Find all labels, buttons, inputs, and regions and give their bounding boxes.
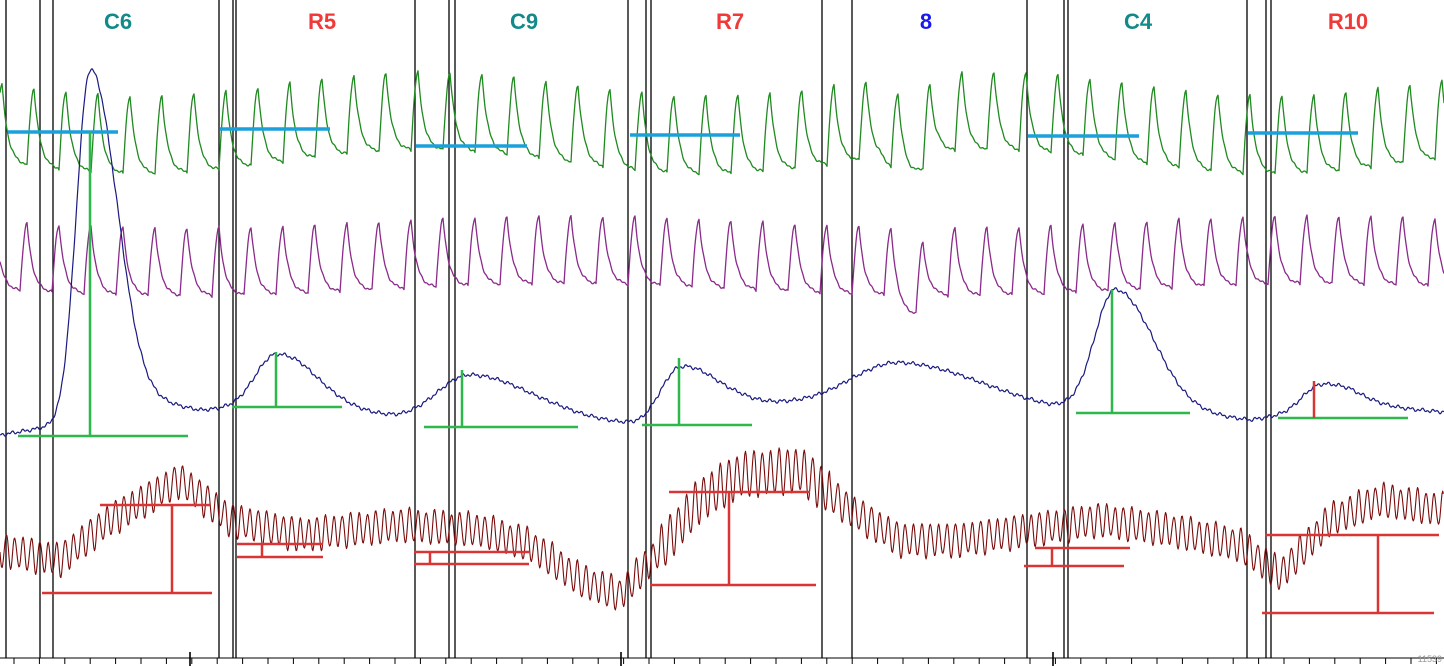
purple-trace	[0, 214, 1444, 315]
corner-readout: 11539	[1417, 654, 1442, 664]
segment-label-c6[interactable]: C6	[103, 9, 133, 34]
segment-label-r10[interactable]: R10	[1327, 9, 1369, 34]
segment-label-c9[interactable]: C9	[509, 9, 539, 34]
blue-trace	[0, 68, 1444, 437]
segment-label-c4[interactable]: C4	[1123, 9, 1153, 34]
green-trace	[0, 70, 1444, 176]
segment-label-r5[interactable]: R5	[307, 9, 337, 34]
maroon-trace	[0, 447, 1444, 611]
segment-label-r7[interactable]: R7	[715, 9, 745, 34]
segment-label-8[interactable]: 8	[919, 9, 933, 34]
